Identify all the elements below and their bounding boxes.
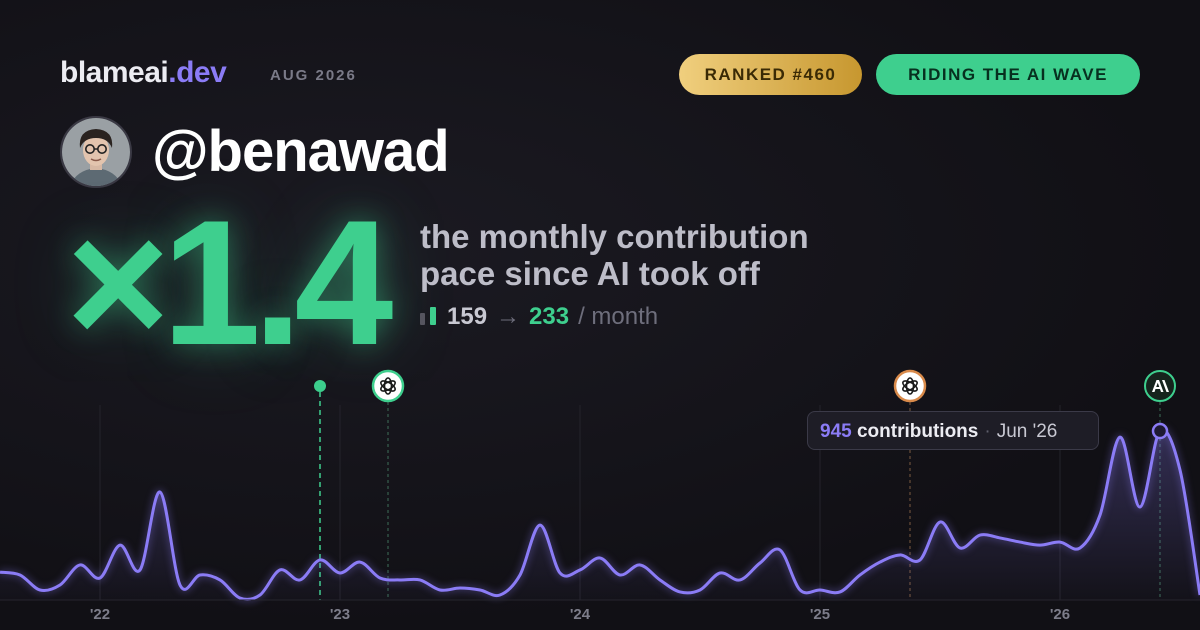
tooltip-label: contributions — [856, 421, 979, 442]
before-value: 159 — [447, 303, 488, 330]
brand-name: blameai — [60, 56, 169, 89]
brand-tld: .dev — [168, 56, 227, 89]
openai-icon — [893, 369, 927, 403]
avatar — [60, 116, 132, 188]
tooltip-date: Jun '26 — [996, 421, 1058, 442]
anthropic-icon — [1144, 370, 1176, 402]
after-value: 233 — [529, 303, 570, 330]
status-badge: RIDING THE AI WAVE — [876, 54, 1140, 95]
rank-badge: RANKED #460 — [679, 54, 862, 95]
highlight-point — [1151, 422, 1169, 440]
tooltip: 945 contributions · Jun '26 — [807, 411, 1099, 450]
avatar-image — [62, 118, 130, 186]
date: AUG 2026 — [270, 67, 357, 84]
unit: / month — [578, 303, 659, 330]
stats: 159 → 233 / month — [420, 303, 658, 331]
x-tick-label: '24 — [570, 606, 591, 623]
tooltip-separator: · — [984, 421, 991, 442]
arrow: → — [496, 303, 521, 330]
openai-icon — [371, 369, 405, 403]
bar-icon — [420, 307, 436, 325]
x-tick-label: '26 — [1050, 606, 1070, 623]
x-tick-label: '22 — [90, 606, 110, 623]
multiplier: ×1.4 — [66, 183, 393, 382]
area — [0, 429, 1200, 600]
x-tick-label: '25 — [810, 606, 830, 623]
x-tick-label: '23 — [330, 606, 350, 623]
caption: the monthly contribution — [420, 218, 809, 255]
brand: blameai.dev — [60, 56, 227, 90]
caption: pace since AI took off — [420, 255, 760, 292]
tooltip-value: 945 — [820, 421, 852, 442]
event-dot — [314, 380, 326, 392]
line — [0, 428, 1200, 601]
handle: @benawad — [152, 119, 450, 184]
